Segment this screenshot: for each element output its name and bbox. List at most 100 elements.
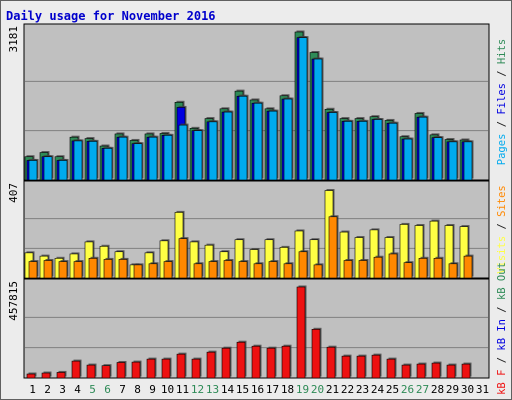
- bars-bottom: [26, 285, 472, 379]
- bar-sites-day-21: [328, 216, 338, 279]
- x-tick-label-day-8: 8: [134, 383, 141, 396]
- bar-kb-f-day-21: [326, 346, 336, 379]
- axis-label-part: /: [496, 115, 508, 134]
- x-tick-label-day-10: 10: [161, 383, 174, 396]
- series-axis-label: kB F / kB In / kB Out: [496, 262, 508, 395]
- bar-sites-day-30: [463, 255, 473, 279]
- x-tick-label-day-25: 25: [386, 383, 399, 396]
- bar-kb-f-day-20: [311, 329, 321, 379]
- chart-title: Daily usage for November 2016: [6, 9, 216, 23]
- x-tick-label-day-21: 21: [326, 383, 339, 396]
- bar-pages-day-5: [88, 141, 98, 181]
- x-tick-label-day-30: 30: [461, 383, 474, 396]
- x-tick-label-day-14: 14: [221, 383, 235, 396]
- bar-sites-day-7: [118, 259, 128, 279]
- bar-sites-day-26: [403, 262, 413, 279]
- x-tick-label-day-29: 29: [446, 383, 459, 396]
- axis-label-part: kB F: [496, 370, 508, 395]
- bar-pages-day-29: [448, 141, 458, 181]
- bar-pages-day-16: [253, 102, 263, 181]
- x-tick-label-day-2: 2: [44, 383, 51, 396]
- series-axis-label: Visits / Sites: [496, 185, 508, 274]
- bar-kb-f-day-2: [41, 372, 51, 379]
- bar-sites-day-20: [313, 264, 323, 279]
- x-tick-label-day-23: 23: [356, 383, 369, 396]
- bar-kb-f-day-3: [56, 372, 66, 379]
- bar-kb-f-day-19: [296, 286, 306, 379]
- bar-sites-day-29: [448, 263, 458, 279]
- bar-sites-day-15: [238, 261, 248, 279]
- bar-kb-f-day-26: [401, 364, 411, 379]
- x-tick-label-day-16: 16: [251, 383, 264, 396]
- bar-pages-day-23: [358, 121, 368, 181]
- bar-kb-f-day-15: [236, 341, 246, 379]
- x-tick-label-day-20: 20: [311, 383, 324, 396]
- x-tick-label-day-28: 28: [431, 383, 444, 396]
- bar-kb-f-day-27: [416, 363, 426, 379]
- bar-sites-day-22: [343, 260, 353, 279]
- bar-sites-day-19: [298, 251, 308, 279]
- axis-label-part: kB In: [496, 319, 508, 351]
- bar-pages-day-3: [58, 160, 68, 181]
- bar-pages-day-25: [388, 122, 398, 181]
- axis-label-part: /: [496, 217, 508, 236]
- bar-kb-f-day-9: [146, 358, 156, 379]
- bar-pages-day-30: [463, 141, 473, 181]
- bars-top: [24, 30, 474, 181]
- bar-sites-day-6: [103, 259, 113, 279]
- bar-kb-f-day-5: [86, 364, 96, 379]
- x-tick-label-day-27: 27: [416, 383, 429, 396]
- bar-sites-day-25: [388, 253, 398, 279]
- bar-kb-f-day-25: [386, 358, 396, 379]
- y-max-tick-label: 407: [7, 183, 20, 203]
- bar-kb-f-day-17: [266, 347, 276, 379]
- x-tick-label-day-22: 22: [341, 383, 354, 396]
- bar-sites-day-9: [148, 263, 158, 279]
- axis-label-part: /: [496, 300, 508, 319]
- bar-pages-day-17: [268, 110, 278, 181]
- y-max-tick-label: 457815: [7, 281, 20, 321]
- bar-pages-day-14: [223, 111, 233, 181]
- axis-label-part: Pages: [496, 134, 508, 166]
- bar-sites-day-23: [358, 260, 368, 279]
- x-tick-label-day-7: 7: [119, 383, 126, 396]
- panel-middle: 407 Visits / Sites: [7, 180, 508, 279]
- bar-pages-day-27: [418, 116, 428, 181]
- axis-label-part: Hits: [496, 39, 508, 64]
- x-tick-label-day-17: 17: [266, 383, 279, 396]
- bar-pages-day-9: [148, 136, 158, 181]
- bar-sites-day-2: [43, 260, 53, 279]
- x-axis-tick-labels: 1 2 3 4 5 6 7 8 9 10 11 12 13 14 15 16 17 18 19 20 21 22 23 24 2…: [29, 383, 489, 396]
- bar-sites-day-24: [373, 256, 383, 279]
- bar-kb-f-day-8: [131, 361, 141, 379]
- bar-kb-f-day-24: [371, 354, 381, 379]
- bar-kb-f-day-29: [446, 364, 456, 379]
- panel-top: 3181 Pages / Files / Hits: [7, 23, 508, 181]
- bar-kb-f-day-1: [26, 373, 36, 379]
- bar-kb-f-day-7: [116, 362, 126, 379]
- bar-sites-day-18: [283, 263, 293, 279]
- bar-pages-day-18: [283, 98, 293, 181]
- bar-kb-f-day-10: [161, 358, 171, 379]
- bar-sites-day-17: [268, 261, 278, 279]
- bar-sites-day-14: [223, 260, 233, 279]
- series-axis-label: Pages / Files / Hits: [496, 39, 508, 165]
- x-tick-label-day-4: 4: [74, 383, 81, 396]
- axis-label-part: Sites: [496, 185, 508, 217]
- x-tick-label-day-24: 24: [371, 383, 385, 396]
- x-tick-label-day-5: 5: [89, 383, 96, 396]
- bar-pages-day-24: [373, 119, 383, 181]
- bar-kb-f-day-6: [101, 365, 111, 379]
- bar-pages-day-10: [163, 135, 173, 181]
- bars-middle: [24, 189, 474, 279]
- bar-pages-day-13: [208, 121, 218, 181]
- bar-kb-f-day-11: [176, 353, 186, 379]
- x-tick-label-day-13: 13: [206, 383, 219, 396]
- bar-sites-day-4: [73, 261, 83, 279]
- bar-sites-day-28: [433, 258, 443, 279]
- bar-pages-day-15: [238, 95, 248, 181]
- x-tick-label-day-6: 6: [104, 383, 111, 396]
- bar-sites-day-10: [163, 261, 173, 279]
- x-tick-label-day-1: 1: [29, 383, 36, 396]
